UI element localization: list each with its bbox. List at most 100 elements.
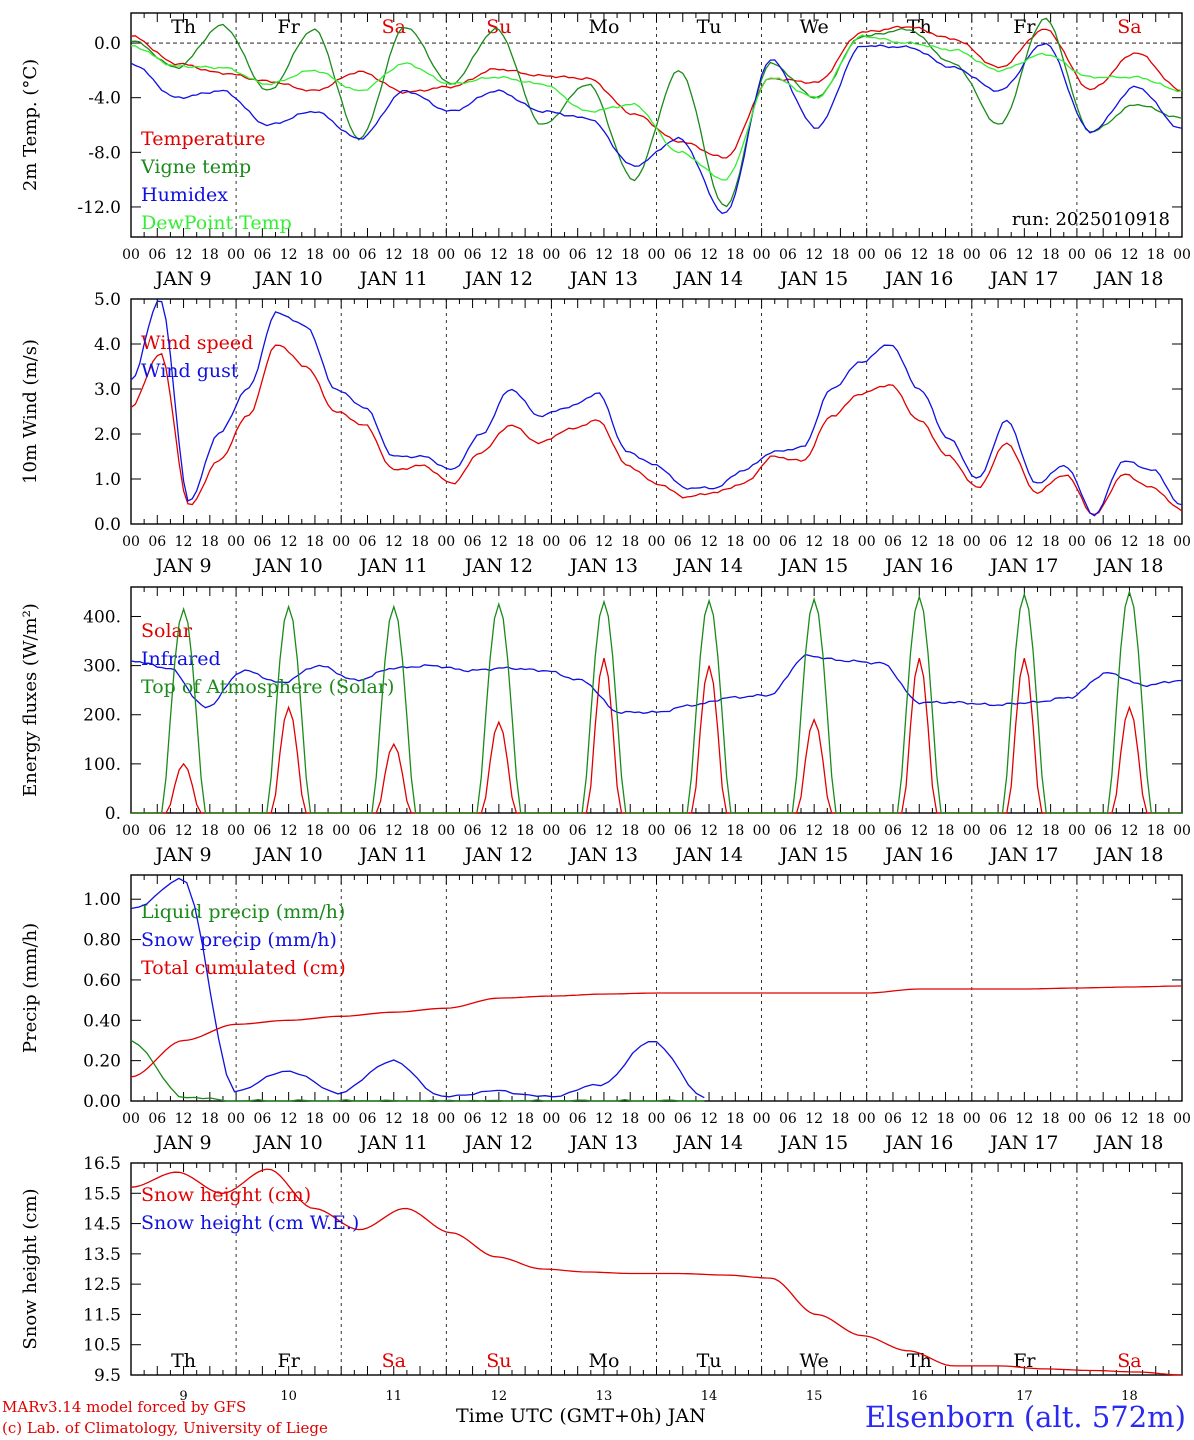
x-hour-label: 06 <box>148 247 166 263</box>
x-hour-label: 18 <box>621 823 639 839</box>
x-hour-label: 18 <box>832 534 850 550</box>
y-tick-label: 15.5 <box>83 1184 121 1204</box>
x-date-label: JAN 12 <box>463 555 533 577</box>
x-hour-label: 18 <box>1147 247 1165 263</box>
model-credit: MARv3.14 model forced by GFS <box>2 1398 247 1416</box>
x-hour-label: 00 <box>437 823 455 839</box>
x-hour-label: 18 <box>306 1111 324 1127</box>
legend-entry: DewPoint Temp <box>141 212 292 234</box>
y-tick-label: 2.0 <box>94 425 121 445</box>
y-tick-label: 0. <box>105 804 121 824</box>
x-hour-label: 00 <box>332 823 350 839</box>
x-hour-label: 18 <box>726 823 744 839</box>
x-hour-label: 00 <box>753 823 771 839</box>
y-tick-label: 300. <box>83 657 121 677</box>
x-date-label: JAN 17 <box>988 268 1058 290</box>
x-hour-label: 12 <box>1121 1111 1139 1127</box>
x-hour-label: 06 <box>359 247 377 263</box>
x-hour-label: 06 <box>674 1111 692 1127</box>
x-hour-label: 06 <box>1094 823 1112 839</box>
x-hour-label: 12 <box>175 247 193 263</box>
x-hour-label: 06 <box>674 534 692 550</box>
x-hour-label: 06 <box>253 1111 271 1127</box>
x-hour-label: 12 <box>700 534 718 550</box>
x-hour-label: 18 <box>832 247 850 263</box>
x-date-label: JAN 17 <box>988 844 1058 866</box>
series-line <box>130 17 1183 208</box>
x-hour-label: 00 <box>227 1111 245 1127</box>
x-hour-label: 18 <box>621 534 639 550</box>
x-date-label: JAN 14 <box>673 844 743 866</box>
x-hour-label: 06 <box>779 534 797 550</box>
x-hour-label: 06 <box>253 534 271 550</box>
x-date-label: JAN 12 <box>463 268 533 290</box>
x-hour-label: 12 <box>280 823 298 839</box>
x-date-label: JAN 14 <box>673 268 743 290</box>
x-date-label: JAN 10 <box>253 1132 323 1154</box>
x-hour-label: 00 <box>1173 534 1191 550</box>
time-axis-label: Time UTC (GMT+0h) JAN <box>456 1405 706 1427</box>
x-hour-label: 00 <box>858 534 876 550</box>
y-tick-label: 0.00 <box>83 1092 121 1112</box>
x-date-label: JAN 15 <box>778 555 848 577</box>
x-hour-label: 18 <box>516 823 534 839</box>
x-hour-label: 12 <box>1015 823 1033 839</box>
series-line <box>130 42 1183 215</box>
x-hour-label: 18 <box>937 247 955 263</box>
x-hour-label: 12 <box>595 247 613 263</box>
x-date-label: JAN 17 <box>988 1132 1058 1154</box>
x-hour-label: 00 <box>122 247 140 263</box>
x-date-label: JAN 11 <box>358 268 428 290</box>
x-date-label: JAN 11 <box>358 555 428 577</box>
y-tick-label: -4.0 <box>88 89 121 109</box>
x-day-number: 15 <box>806 1389 823 1404</box>
y-tick-label: 0.80 <box>83 931 121 951</box>
x-hour-label: 12 <box>175 1111 193 1127</box>
series-line <box>130 344 1183 516</box>
x-hour-label: 12 <box>1015 1111 1033 1127</box>
x-hour-label: 00 <box>1173 823 1191 839</box>
y-axis-label: 2m Temp. (°C) <box>20 59 41 191</box>
x-hour-label: 06 <box>989 247 1007 263</box>
y-tick-label: 10.5 <box>83 1336 121 1356</box>
x-hour-label: 12 <box>280 247 298 263</box>
x-hour-label: 18 <box>1147 823 1165 839</box>
weekday-label: Fr <box>1013 16 1036 38</box>
x-hour-label: 18 <box>201 534 219 550</box>
x-hour-label: 18 <box>516 1111 534 1127</box>
x-date-label: JAN 14 <box>673 1132 743 1154</box>
legend-entry: Infrared <box>141 648 221 670</box>
x-hour-label: 12 <box>805 1111 823 1127</box>
legend-entry: Total cumulated (cm) <box>141 957 346 979</box>
x-hour-label: 12 <box>805 823 823 839</box>
y-tick-label: 0.60 <box>83 971 121 991</box>
x-hour-label: 00 <box>753 247 771 263</box>
x-hour-label: 18 <box>1042 823 1060 839</box>
x-hour-label: 18 <box>201 1111 219 1127</box>
x-hour-label: 12 <box>280 534 298 550</box>
y-tick-label: -8.0 <box>88 143 121 163</box>
x-hour-label: 00 <box>963 823 981 839</box>
weekday-label: Fr <box>278 16 301 38</box>
x-hour-label: 06 <box>148 1111 166 1127</box>
x-hour-label: 00 <box>542 823 560 839</box>
x-date-label: JAN 15 <box>778 1132 848 1154</box>
x-hour-label: 18 <box>1042 247 1060 263</box>
weekday-label: Su <box>486 16 511 38</box>
weekday-label: Tu <box>697 16 722 38</box>
x-hour-label: 06 <box>464 823 482 839</box>
x-hour-label: 00 <box>437 247 455 263</box>
x-hour-label: 18 <box>1147 1111 1165 1127</box>
x-hour-label: 06 <box>1094 247 1112 263</box>
x-hour-label: 06 <box>884 823 902 839</box>
x-hour-label: 12 <box>805 534 823 550</box>
x-hour-label: 06 <box>674 247 692 263</box>
x-hour-label: 12 <box>910 1111 928 1127</box>
x-hour-label: 12 <box>1121 823 1139 839</box>
x-date-label: JAN 15 <box>778 844 848 866</box>
series-line <box>130 1168 1183 1376</box>
x-hour-label: 00 <box>437 1111 455 1127</box>
x-date-label: JAN 11 <box>358 1132 428 1154</box>
x-hour-label: 06 <box>569 1111 587 1127</box>
series-line <box>131 589 1182 814</box>
